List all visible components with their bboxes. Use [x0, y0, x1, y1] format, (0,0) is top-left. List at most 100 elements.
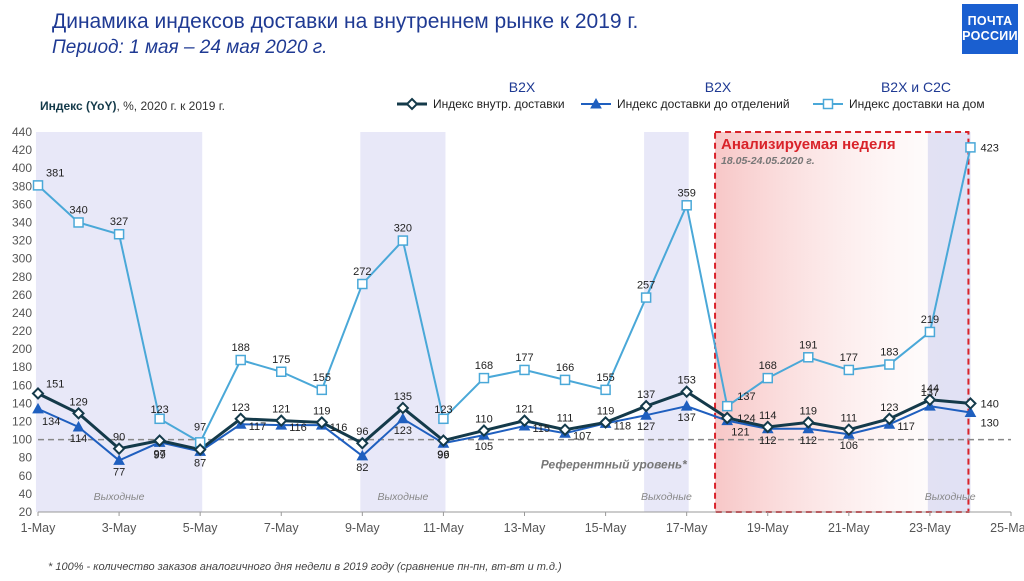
x-tick-label: 23-May	[909, 521, 951, 535]
weekend-band	[644, 132, 689, 512]
y-tick-label: 340	[12, 215, 32, 229]
y-tick-label: 300	[12, 252, 32, 266]
data-point	[600, 384, 611, 396]
x-tick-label: 15-May	[585, 521, 627, 535]
y-tick-label: 80	[19, 451, 33, 465]
data-label: 116	[289, 422, 307, 434]
data-point	[153, 434, 167, 447]
data-label: 272	[353, 266, 371, 278]
data-label: 135	[394, 391, 412, 403]
weekend-band	[360, 132, 446, 512]
data-label: 96	[356, 426, 368, 438]
y-tick-label: 160	[12, 378, 32, 392]
y-tick-label: 400	[12, 161, 32, 175]
data-label: 119	[313, 405, 331, 417]
data-label: 168	[759, 360, 777, 372]
y-tick-label: 20	[19, 505, 33, 519]
y-tick-label: 180	[12, 360, 32, 374]
data-label: 107	[573, 430, 591, 442]
data-label: 111	[840, 413, 857, 425]
data-point	[964, 406, 977, 417]
y-tick-label: 320	[12, 234, 32, 248]
data-point	[397, 235, 409, 246]
data-point	[843, 364, 855, 376]
data-label: 123	[150, 404, 168, 416]
data-label: 153	[677, 375, 695, 387]
data-point	[640, 292, 652, 303]
data-point	[112, 442, 126, 456]
data-label: 97	[194, 421, 206, 433]
data-point	[842, 423, 856, 437]
data-label: 137	[677, 412, 695, 424]
weekend-label: Выходные	[925, 491, 976, 503]
data-point	[923, 393, 937, 407]
legend-marker	[822, 98, 834, 110]
data-label: 257	[637, 280, 655, 292]
logo-line-1: ПОЧТА	[967, 14, 1013, 28]
y-tick-label: 120	[12, 415, 32, 429]
weekend-label: Выходные	[94, 491, 145, 503]
data-point	[478, 372, 490, 384]
y-tick-label: 140	[12, 396, 32, 410]
data-label: 340	[69, 204, 87, 216]
data-label: 137	[637, 389, 655, 401]
footnote: * 100% - количество заказов аналогичного…	[48, 561, 562, 573]
y-tick-label: 280	[12, 270, 32, 284]
reference-line-label: Референтный уровень*	[541, 458, 688, 472]
weekend-label: Выходные	[641, 491, 692, 503]
data-point	[519, 364, 530, 376]
data-label: 183	[880, 347, 898, 359]
data-label: 90	[113, 432, 125, 444]
x-tick-label: 9-May	[345, 521, 380, 535]
analyzed-week-area	[715, 132, 969, 512]
x-tick-label: 17-May	[666, 521, 708, 535]
y-axis-title-bold: Индекс (YoY)	[40, 99, 116, 113]
data-label: 168	[475, 360, 493, 372]
data-point	[801, 416, 815, 429]
data-point	[965, 142, 976, 153]
legend-header: B2X	[509, 79, 536, 95]
data-label: 106	[840, 440, 858, 452]
data-label: 327	[110, 216, 128, 228]
y-tick-label: 40	[19, 487, 33, 501]
data-label: 121	[731, 427, 749, 439]
y-tick-label: 420	[12, 143, 32, 157]
analyzed-week-dates: 18.05-24.05.2020 г.	[721, 155, 815, 167]
y-axis-title: Индекс (YoY), %, 2020 г. к 2019 г.	[40, 99, 225, 113]
legend-label: Индекс внутр. доставки	[433, 97, 565, 111]
data-point	[397, 412, 409, 424]
x-tick-label: 1-May	[21, 521, 56, 535]
y-tick-label: 60	[19, 469, 33, 483]
page-subtitle: Период: 1 мая – 24 мая 2020 г.	[52, 37, 328, 58]
x-tick-label: 7-May	[264, 521, 299, 535]
data-label: 188	[232, 342, 250, 354]
data-label: 121	[272, 404, 290, 416]
series-line	[37, 147, 972, 444]
legend-marker	[405, 97, 419, 111]
y-tick-label: 260	[12, 288, 32, 302]
x-tick-label: 5-May	[183, 521, 218, 535]
data-label: 117	[897, 421, 915, 433]
data-label: 166	[556, 362, 574, 374]
x-tick-label: 25-May	[990, 521, 1024, 535]
data-label: 116	[330, 422, 348, 434]
data-label: 137	[921, 387, 939, 399]
data-label: 381	[46, 167, 64, 179]
data-label: 320	[394, 223, 412, 235]
series-line	[37, 390, 971, 452]
data-point	[803, 352, 814, 363]
data-label: 96	[437, 449, 449, 461]
data-label: 77	[113, 466, 125, 478]
data-label: 123	[880, 402, 898, 414]
data-label: 112	[800, 435, 818, 447]
data-point	[154, 413, 165, 425]
x-tick-label: 13-May	[504, 521, 546, 535]
data-point	[32, 180, 44, 191]
data-point	[113, 454, 125, 465]
data-label: 82	[356, 462, 368, 474]
data-point	[72, 406, 85, 420]
data-point	[559, 374, 571, 386]
page-title: Динамика индексов доставки на внутреннем…	[52, 10, 639, 33]
data-label: 112	[759, 435, 777, 447]
legend-label: Индекс доставки на дом	[849, 97, 985, 111]
